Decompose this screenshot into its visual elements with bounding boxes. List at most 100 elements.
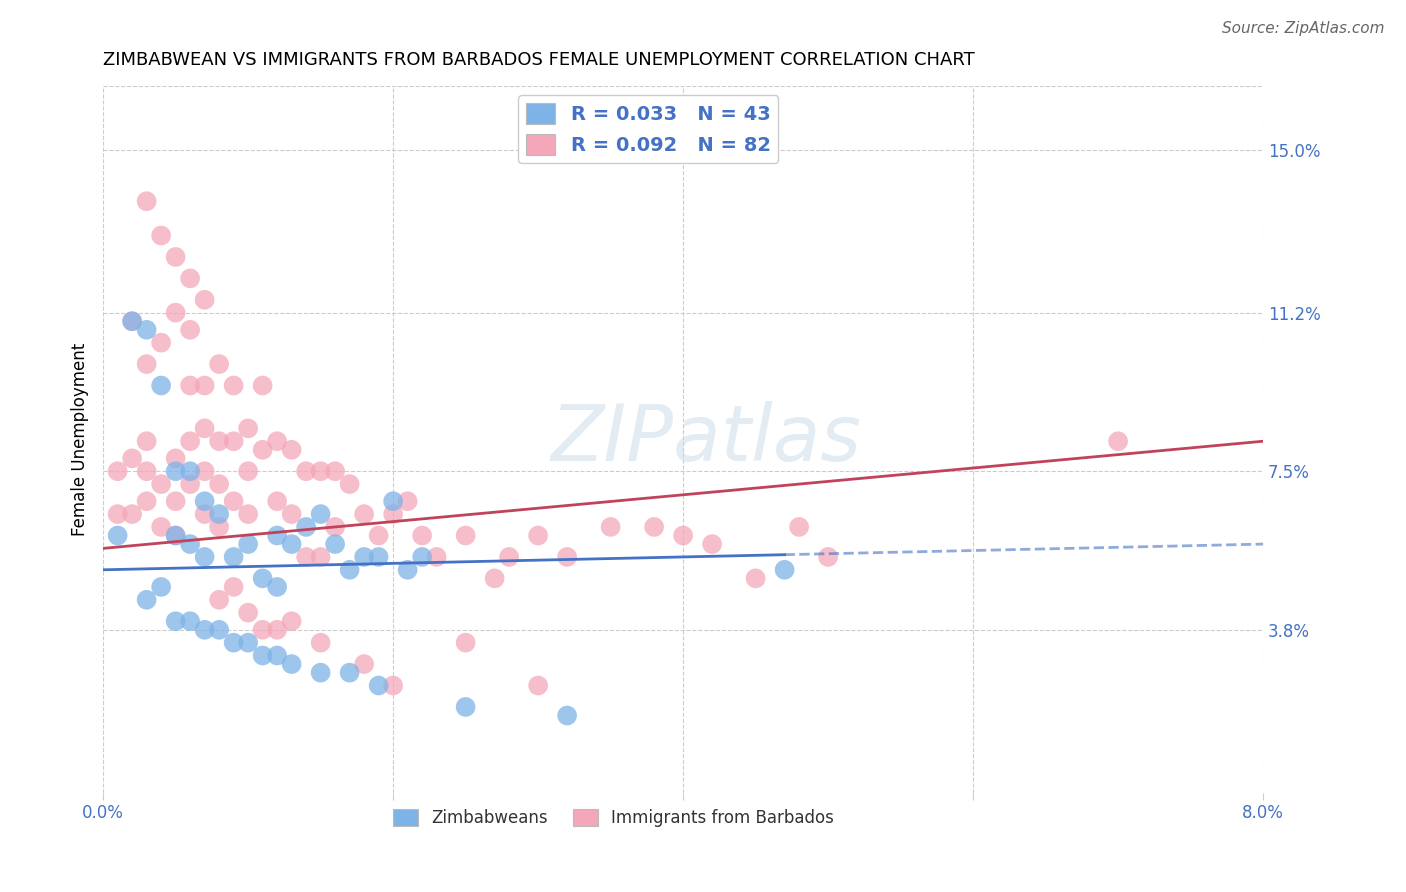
Point [280, 537, 302, 551]
Point [339, 665, 361, 680]
Point [252, 648, 274, 663]
Point [484, 571, 506, 585]
Point [222, 580, 245, 594]
Point [165, 451, 187, 466]
Text: Source: ZipAtlas.com: Source: ZipAtlas.com [1222, 21, 1385, 36]
Point [787, 520, 810, 534]
Point [222, 549, 245, 564]
Point [411, 528, 433, 542]
Point [135, 357, 157, 371]
Point [135, 592, 157, 607]
Point [179, 271, 201, 285]
Point [150, 580, 173, 594]
Point [150, 477, 173, 491]
Point [672, 528, 695, 542]
Point [773, 563, 796, 577]
Point [222, 434, 245, 449]
Point [454, 528, 477, 542]
Point [208, 507, 231, 521]
Text: ZIPatlas: ZIPatlas [551, 401, 862, 477]
Point [236, 421, 259, 435]
Point [179, 434, 201, 449]
Point [179, 537, 201, 551]
Point [266, 494, 288, 508]
Point [165, 528, 187, 542]
Point [295, 549, 318, 564]
Point [353, 549, 375, 564]
Point [323, 537, 346, 551]
Point [309, 549, 332, 564]
Point [252, 378, 274, 392]
Point [339, 563, 361, 577]
Point [135, 323, 157, 337]
Point [165, 464, 187, 478]
Point [179, 614, 201, 628]
Point [353, 657, 375, 671]
Point [323, 520, 346, 534]
Point [107, 464, 129, 478]
Point [179, 323, 201, 337]
Point [396, 494, 419, 508]
Point [252, 571, 274, 585]
Point [339, 477, 361, 491]
Point [194, 464, 217, 478]
Point [280, 614, 302, 628]
Point [194, 421, 217, 435]
Point [194, 623, 217, 637]
Point [165, 306, 187, 320]
Point [1107, 434, 1129, 449]
Point [280, 657, 302, 671]
Point [643, 520, 665, 534]
Point [121, 314, 143, 328]
Y-axis label: Female Unemployment: Female Unemployment [72, 343, 89, 536]
Point [208, 477, 231, 491]
Point [295, 464, 318, 478]
Point [309, 635, 332, 649]
Point [121, 507, 143, 521]
Point [194, 494, 217, 508]
Point [236, 635, 259, 649]
Point [194, 293, 217, 307]
Point [817, 549, 839, 564]
Point [498, 549, 520, 564]
Point [353, 507, 375, 521]
Point [700, 537, 723, 551]
Point [135, 464, 157, 478]
Point [222, 635, 245, 649]
Point [309, 665, 332, 680]
Point [194, 549, 217, 564]
Point [280, 507, 302, 521]
Point [367, 679, 389, 693]
Point [454, 700, 477, 714]
Point [208, 520, 231, 534]
Point [555, 708, 578, 723]
Point [208, 434, 231, 449]
Point [107, 528, 129, 542]
Text: ZIMBABWEAN VS IMMIGRANTS FROM BARBADOS FEMALE UNEMPLOYMENT CORRELATION CHART: ZIMBABWEAN VS IMMIGRANTS FROM BARBADOS F… [103, 51, 974, 69]
Point [150, 335, 173, 350]
Point [165, 494, 187, 508]
Point [309, 464, 332, 478]
Point [266, 623, 288, 637]
Point [411, 549, 433, 564]
Point [107, 507, 129, 521]
Point [236, 507, 259, 521]
Point [222, 494, 245, 508]
Point [396, 563, 419, 577]
Point [179, 378, 201, 392]
Point [266, 528, 288, 542]
Point [222, 378, 245, 392]
Point [179, 464, 201, 478]
Point [179, 477, 201, 491]
Point [194, 507, 217, 521]
Point [426, 549, 449, 564]
Point [367, 528, 389, 542]
Point [527, 528, 550, 542]
Point [454, 635, 477, 649]
Point [266, 580, 288, 594]
Point [150, 228, 173, 243]
Point [252, 623, 274, 637]
Point [382, 494, 405, 508]
Point [323, 464, 346, 478]
Point [367, 549, 389, 564]
